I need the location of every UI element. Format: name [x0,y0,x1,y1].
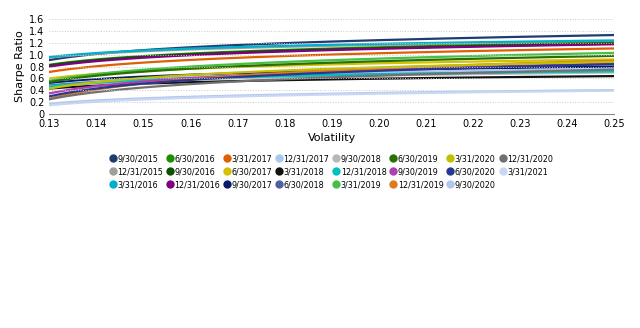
Legend: 9/30/2015, 12/31/2015, 3/31/2016, 6/30/2016, 9/30/2016, 12/31/2016, 3/31/2017, 6: 9/30/2015, 12/31/2015, 3/31/2016, 6/30/2… [109,153,554,191]
Y-axis label: Sharpe Ratio: Sharpe Ratio [15,31,25,102]
X-axis label: Volatility: Volatility [308,133,356,143]
